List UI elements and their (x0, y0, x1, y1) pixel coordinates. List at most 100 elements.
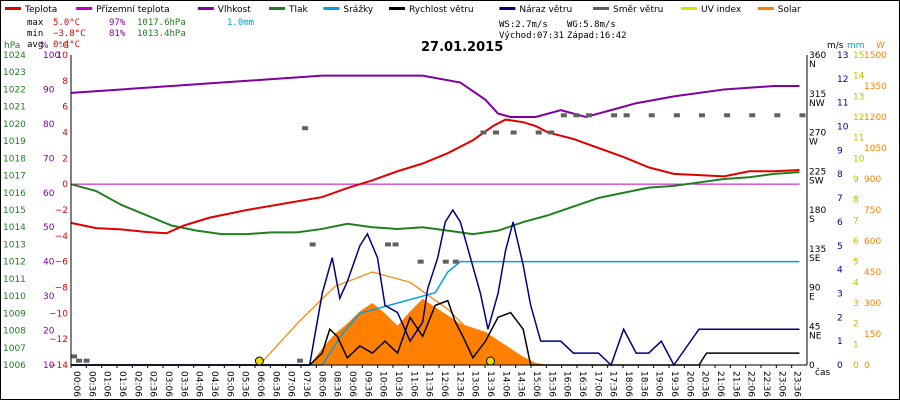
xtick-label-42: 21:06 (715, 371, 725, 397)
tick-dir-lbl-7: NE (809, 331, 822, 341)
tick-temp-6: −2 (55, 206, 68, 216)
tick-w-6: 600 (864, 237, 881, 247)
tick-dir-3: 225 (809, 167, 826, 177)
tick-hpa-17: 1007 (3, 344, 26, 354)
tick-hpa-14: 1010 (3, 292, 26, 302)
series-humidity (70, 74, 800, 119)
series-direction-point-18 (585, 113, 592, 118)
xtick-label-41: 20:36 (700, 371, 710, 397)
tick-uv-9: 6 (853, 237, 859, 247)
legend-swatch-1 (76, 7, 93, 10)
series-direction-point-26 (774, 113, 781, 118)
tick-w-1: 1350 (864, 82, 887, 92)
tick-dir-7: 45 (809, 322, 820, 332)
legend-label-6: Náraz větru (519, 5, 572, 15)
legend-swatch-4 (323, 7, 340, 10)
series-direction-point-0 (71, 354, 77, 359)
series-pressure (70, 171, 800, 236)
xtick-label-34: 17:06 (592, 371, 602, 397)
xtick-label-19: 09:36 (362, 371, 372, 397)
tick-uv-4: 11 (853, 134, 864, 144)
series-direction-point-1 (76, 358, 83, 363)
xtick-label-44: 22:06 (746, 371, 756, 397)
tick-dir-lbl-5: SE (809, 254, 821, 264)
sun-marker-0 (254, 356, 264, 366)
xtick-label-21: 10:36 (393, 371, 403, 397)
tick-temp-12: −14 (49, 361, 68, 371)
series-direction-point-20 (623, 113, 630, 118)
stat-press-max: 1017.6hPa (137, 18, 186, 28)
tick-dir-5: 135 (809, 245, 826, 255)
xtick-label-47: 23:36 (792, 371, 802, 397)
tick-hpa-2: 1022 (3, 85, 26, 95)
tick-dir-lbl-3: SW (809, 176, 824, 186)
xtick-label-17: 08:36 (332, 371, 342, 397)
axis-unit-hpa: hPa (4, 41, 20, 51)
legend-label-3: Tlak (288, 5, 309, 15)
tick-hpa-13: 1011 (3, 275, 26, 285)
series-direction-point-23 (698, 113, 705, 118)
series-direction-point-13 (510, 130, 517, 135)
tick-dir-lbl-2: W (809, 138, 818, 148)
tick-hpa-1: 1023 (3, 68, 26, 78)
legend-swatch-5 (389, 7, 405, 10)
tick-pct-2: 80 (43, 120, 55, 130)
stat-temp-max: 5.0°C (53, 18, 80, 28)
tick-uv-5: 10 (853, 154, 865, 164)
xtick-label-39: 19:36 (669, 371, 679, 397)
tick-w-10: 0 (864, 361, 870, 371)
legend-swatch-7 (593, 7, 609, 10)
stat-press-min: 1013.4hPa (137, 29, 186, 39)
tick-pct-9: 10 (43, 361, 55, 371)
xtick-label-40: 20:06 (684, 371, 694, 397)
tick-ms-8: 5 (837, 242, 843, 252)
tick-hpa-0: 1024 (3, 51, 26, 61)
tick-dir-4: 180 (809, 206, 826, 216)
series-direction-point-7 (392, 242, 399, 247)
stat-wg: WG:5.8m/s (567, 20, 616, 30)
stats-block: max 5.0°C 97% 1017.6hPa 1.0mm min −3.8°C… (27, 18, 627, 50)
xtick-label-27: 13:36 (485, 371, 495, 397)
legend-label-9: Solar (778, 5, 801, 15)
series-temperature (70, 118, 800, 235)
stat-avg-label: avg (27, 40, 43, 50)
series-direction-point-9 (442, 259, 449, 264)
tick-temp-5: 0 (62, 180, 68, 190)
tick-pct-3: 70 (43, 154, 55, 164)
series-direction-point-25 (749, 113, 756, 118)
tick-ms-0: 13 (837, 51, 848, 61)
series-direction-point-14 (535, 130, 542, 135)
tick-pct-7: 30 (43, 292, 55, 302)
plot-area (70, 74, 806, 367)
tick-uv-13: 2 (853, 320, 859, 330)
xtick-label-9: 04:36 (209, 371, 219, 397)
tick-pct-6: 40 (43, 258, 55, 268)
axis-unit-ms: m/s (827, 41, 844, 51)
legend-label-8: UV index (701, 5, 742, 15)
tick-temp-11: −12 (49, 335, 68, 345)
xtick-label-22: 11:06 (408, 371, 418, 397)
xtick-label-37: 18:36 (638, 371, 648, 397)
axis-unit-mm: mm (847, 41, 865, 51)
xtick-label-8: 04:06 (194, 371, 204, 397)
tick-uv-3: 12 (853, 113, 864, 123)
tick-temp-4: 2 (62, 154, 68, 164)
series-direction-point-10 (452, 259, 459, 264)
stat-ws: WS:2.7m/s (499, 20, 548, 30)
tick-dir-0: 360 (809, 51, 826, 61)
tick-temp-3: 4 (62, 129, 68, 139)
xtick-label-10: 05:06 (224, 371, 234, 397)
tick-uv-7: 8 (853, 196, 859, 206)
tick-dir-2: 270 (809, 129, 826, 139)
series-solar-theoretical (258, 271, 499, 366)
xtick-label-12: 06:06 (255, 371, 265, 397)
stat-hum-min: 81% (109, 29, 126, 39)
tick-w-8: 300 (864, 299, 881, 309)
tick-dir-lbl-4: S (809, 215, 815, 225)
xtick-label-36: 18:06 (623, 371, 633, 397)
series-direction-point-3 (297, 358, 304, 363)
xtick-label-3: 01:36 (117, 371, 127, 397)
series-wind (71, 299, 800, 366)
tick-hpa-7: 1017 (3, 172, 26, 182)
